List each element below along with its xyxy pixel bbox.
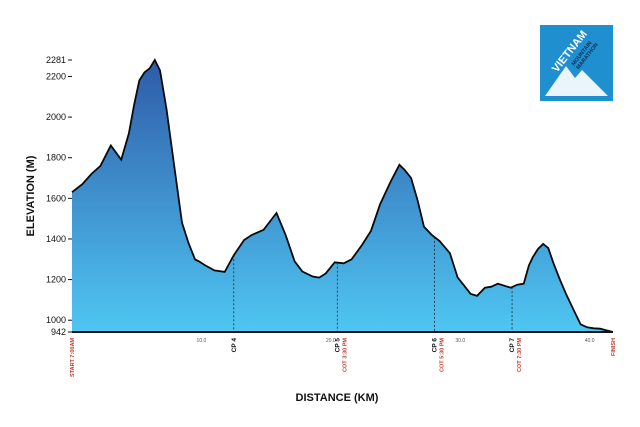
checkpoint-label: CP 4 [231,338,238,353]
race-logo: VIETNAM MOUNTAIN MARATHON [540,25,613,101]
checkpoint-note: FINISH [611,338,617,356]
y-tick-label: 1000 [46,315,66,325]
x-tick-label: 30.0 [455,338,465,344]
logo-mountain-icon [545,66,608,96]
checkpoint-note: COT 7:30 PM [517,338,523,372]
y-tick-label: 1400 [46,234,66,244]
y-axis-label: ELEVATION (M) [25,155,37,236]
checkpoint-label: CP 7 [509,338,516,353]
checkpoint-label: CP 6 [431,338,438,353]
checkpoint-label: CP 5 [334,338,341,353]
y-tick-label: 942 [51,327,66,337]
checkpoint-note: START 7:00AM [70,338,76,377]
y-tick-label: 1600 [46,193,66,203]
x-axis: 10.0 20.0 30.0 40.0 [197,338,595,344]
y-tick-label: 2200 [46,71,66,81]
y-tick-label: 1800 [46,153,66,163]
checkpoint-note: COT 5:30 PM [439,338,445,372]
x-tick-label: 20.0 [326,338,336,344]
elevation-area [72,60,613,332]
checkpoint-note: COT 3:30 PM [342,338,348,372]
x-axis-label: DISTANCE (KM) [296,392,379,404]
checkpoint-markers: START 7:00AM CP 4 CP 5 COT 3:30 PM CP 6 COT 5… [70,236,617,377]
x-tick-label: 40.0 [585,338,595,344]
elevation-line [71,58,614,333]
y-axis: 942 1000 1200 1400 1600 1800 2000 2200 2281 [46,55,72,337]
y-tick-label: 1200 [46,275,66,285]
y-tick-label: 2000 [46,112,66,122]
x-tick-label: 10.0 [197,338,207,344]
y-tick-label: 2281 [46,55,66,65]
